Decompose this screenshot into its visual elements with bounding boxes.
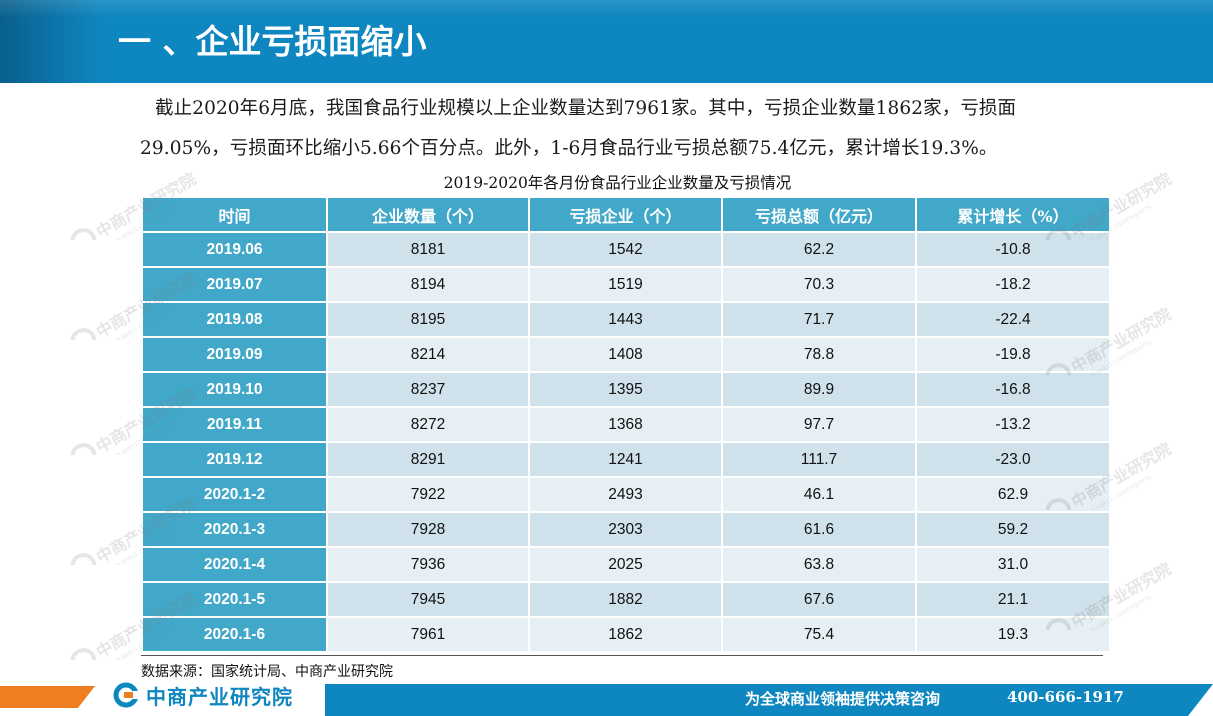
cell-enterprise-count: 7936 [328, 548, 528, 581]
cell-total-loss: 111.7 [723, 443, 915, 476]
cell-total-loss: 70.3 [723, 268, 915, 301]
cell-loss-enterprises: 1241 [530, 443, 721, 476]
title-bar [0, 0, 1213, 83]
cell-cumulative-growth: 62.9 [917, 478, 1109, 511]
cell-enterprise-count: 8195 [328, 303, 528, 336]
table-row: 2019.12 8291 1241 111.7 -23.0 [143, 443, 1109, 476]
cell-cumulative-growth: -10.8 [917, 233, 1109, 266]
cell-time: 2019.06 [143, 233, 326, 266]
cell-total-loss: 97.7 [723, 408, 915, 441]
data-table: 时间 企业数量（个） 亏损企业（个） 亏损总额（亿元） 累计增长（%） 2019… [141, 196, 1111, 653]
cell-loss-enterprises: 2493 [530, 478, 721, 511]
cell-enterprise-count: 8214 [328, 338, 528, 371]
cell-total-loss: 46.1 [723, 478, 915, 511]
header-total-loss: 亏损总额（亿元） [723, 198, 915, 231]
cell-enterprise-count: 8194 [328, 268, 528, 301]
footer-phone: 400-666-1917 [1007, 688, 1124, 706]
cell-time: 2020.1-6 [143, 618, 326, 651]
cell-total-loss: 61.6 [723, 513, 915, 546]
body-text-line-1: 截止2020年6月底，我国食品行业规模以上企业数量达到7961家。其中，亏损企业… [155, 98, 1017, 119]
cell-total-loss: 89.9 [723, 373, 915, 406]
cell-time: 2020.1-2 [143, 478, 326, 511]
logo-icon [112, 680, 142, 710]
cell-loss-enterprises: 1408 [530, 338, 721, 371]
cell-time: 2019.10 [143, 373, 326, 406]
cell-enterprise-count: 8291 [328, 443, 528, 476]
cell-loss-enterprises: 2025 [530, 548, 721, 581]
table-row: 2019.11 8272 1368 97.7 -13.2 [143, 408, 1109, 441]
table-caption-text: 2019-2020年各月份食品行业企业数量及亏损情况 [443, 174, 792, 192]
cell-enterprise-count: 7922 [328, 478, 528, 511]
cell-time: 2019.07 [143, 268, 326, 301]
cell-cumulative-growth: 31.0 [917, 548, 1109, 581]
title-bar-gloss [0, 0, 1213, 18]
table-row: 2020.1-4 7936 2025 63.8 31.0 [143, 548, 1109, 581]
cell-cumulative-growth: 59.2 [917, 513, 1109, 546]
logo-text: 中商产业研究院 [146, 684, 293, 709]
cell-cumulative-growth: -22.4 [917, 303, 1109, 336]
cell-loss-enterprises: 2303 [530, 513, 721, 546]
header-enterprise-count: 企业数量（个） [328, 198, 528, 231]
cell-time: 2019.09 [143, 338, 326, 371]
data-source: 数据来源：国家统计局、中商产业研究院 [141, 664, 393, 680]
table-row: 2020.1-2 7922 2493 46.1 62.9 [143, 478, 1109, 511]
cell-total-loss: 71.7 [723, 303, 915, 336]
cell-time: 2020.1-4 [143, 548, 326, 581]
cell-cumulative-growth: -16.8 [917, 373, 1109, 406]
cell-cumulative-growth: -18.2 [917, 268, 1109, 301]
footer-slogan: 为全球商业领袖提供决策咨询 [745, 690, 941, 708]
cell-cumulative-growth: 19.3 [917, 618, 1109, 651]
table-row: 2019.08 8195 1443 71.7 -22.4 [143, 303, 1109, 336]
cell-enterprise-count: 7928 [328, 513, 528, 546]
cell-total-loss: 78.8 [723, 338, 915, 371]
cell-loss-enterprises: 1519 [530, 268, 721, 301]
cell-time: 2020.1-3 [143, 513, 326, 546]
cell-loss-enterprises: 1368 [530, 408, 721, 441]
cell-time: 2019.12 [143, 443, 326, 476]
cell-enterprise-count: 8181 [328, 233, 528, 266]
source-divider [141, 655, 1103, 656]
cell-loss-enterprises: 1443 [530, 303, 721, 336]
footer-bar [325, 684, 1213, 716]
table-header-row: 时间 企业数量（个） 亏损企业（个） 亏损总额（亿元） 累计增长（%） [143, 198, 1109, 231]
cell-time: 2020.1-5 [143, 583, 326, 616]
cell-total-loss: 75.4 [723, 618, 915, 651]
table-row: 2020.1-3 7928 2303 61.6 59.2 [143, 513, 1109, 546]
table-row: 2019.10 8237 1395 89.9 -16.8 [143, 373, 1109, 406]
header-time: 时间 [143, 198, 326, 231]
cell-time: 2019.08 [143, 303, 326, 336]
cell-total-loss: 67.6 [723, 583, 915, 616]
cell-cumulative-growth: -13.2 [917, 408, 1109, 441]
cell-enterprise-count: 7945 [328, 583, 528, 616]
cell-loss-enterprises: 1862 [530, 618, 721, 651]
cell-enterprise-count: 7961 [328, 618, 528, 651]
table-caption: 2019-2020年各月份食品行业企业数量及亏损情况 [0, 171, 1213, 193]
table-row: 2019.07 8194 1519 70.3 -18.2 [143, 268, 1109, 301]
table-row: 2019.09 8214 1408 78.8 -19.8 [143, 338, 1109, 371]
page-title: 一 、企业亏损面缩小 [118, 22, 427, 61]
title-bar-shade [0, 0, 100, 83]
cell-cumulative-growth: 21.1 [917, 583, 1109, 616]
cell-enterprise-count: 8237 [328, 373, 528, 406]
footer-logo: 中商产业研究院 [112, 680, 293, 710]
cell-loss-enterprises: 1395 [530, 373, 721, 406]
table-row: 2020.1-5 7945 1882 67.6 21.1 [143, 583, 1109, 616]
header-loss-enterprises: 亏损企业（个） [530, 198, 721, 231]
header-cumulative-growth: 累计增长（%） [917, 198, 1109, 231]
cell-loss-enterprises: 1882 [530, 583, 721, 616]
body-text-line-2: 29.05%，亏损面环比缩小5.66个百分点。此外，1-6月食品行业亏损总额75… [140, 138, 998, 159]
cell-cumulative-growth: -23.0 [917, 443, 1109, 476]
cell-cumulative-growth: -19.8 [917, 338, 1109, 371]
cell-enterprise-count: 8272 [328, 408, 528, 441]
cell-loss-enterprises: 1542 [530, 233, 721, 266]
cell-time: 2019.11 [143, 408, 326, 441]
cell-total-loss: 63.8 [723, 548, 915, 581]
footer-accent [0, 686, 95, 708]
table-row: 2019.06 8181 1542 62.2 -10.8 [143, 233, 1109, 266]
cell-total-loss: 62.2 [723, 233, 915, 266]
table-row: 2020.1-6 7961 1862 75.4 19.3 [143, 618, 1109, 651]
